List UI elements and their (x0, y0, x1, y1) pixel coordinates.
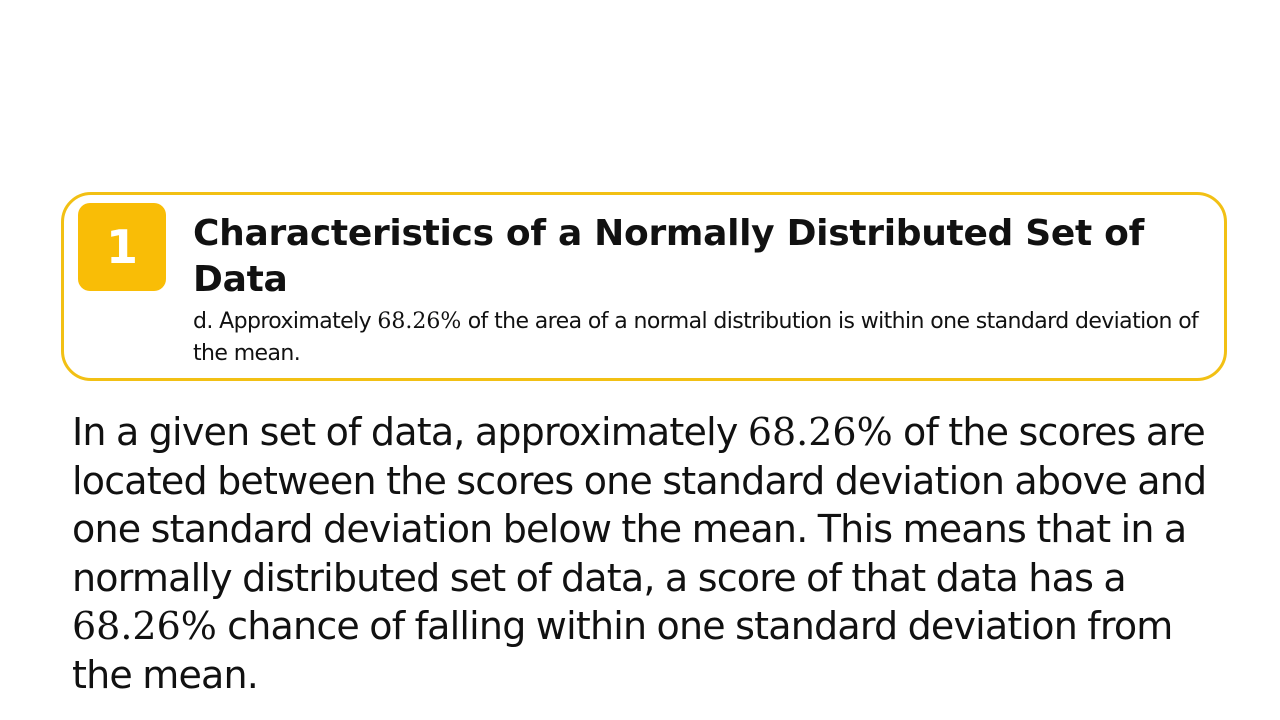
number-badge: 1 (78, 203, 166, 291)
explanation-part-2: of the scores are located between the sc… (72, 410, 1207, 600)
explanation-part-3: chance of falling within one standard de… (72, 604, 1173, 697)
explanation-percent-1: 68.26% (747, 410, 893, 454)
explanation-paragraph: In a given set of data, approximately 68… (72, 408, 1232, 699)
callout-body: d. Approximately 68.26% of the area of a… (193, 306, 1203, 370)
callout-title: Characteristics of a Normally Distribute… (193, 213, 1144, 300)
explanation-part-1: In a given set of data, approximately (72, 410, 748, 454)
callout-percent: 68.26% (377, 309, 462, 334)
callout-body-suffix: of the area of a normal distribution is … (193, 309, 1199, 366)
callout-body-prefix: d. Approximately (193, 309, 378, 334)
characteristic-callout-box (61, 192, 1227, 381)
explanation-percent-2: 68.26% (72, 604, 217, 648)
